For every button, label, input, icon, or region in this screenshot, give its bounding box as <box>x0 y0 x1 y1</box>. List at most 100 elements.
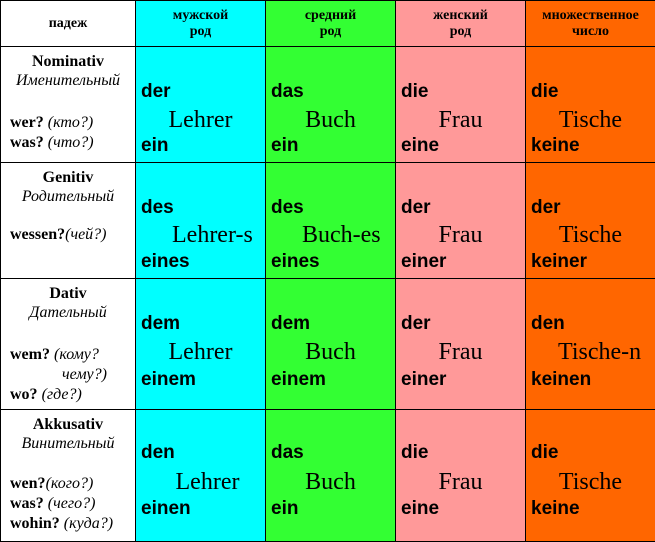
definite-article: die <box>401 442 428 464</box>
case-name-ru: Именительный <box>1 71 135 90</box>
definite-article: die <box>531 81 558 103</box>
question-list: wer? (кто?) was? (что?) <box>10 113 94 153</box>
cell-genitiv-masculine: des Lehrer-s eines <box>136 163 266 279</box>
cell-akkusativ-plural: die Tische keine <box>526 410 655 542</box>
header-case-label: падеж <box>49 16 88 31</box>
indefinite-article: ein <box>271 498 298 520</box>
cell-dativ-neuter: dem Buch einem <box>266 279 396 410</box>
definite-article: den <box>531 313 565 335</box>
definite-article: des <box>141 197 174 219</box>
noun: Lehrer <box>150 469 265 495</box>
case-row-dativ: Dativ Дательный wem? (кому? чему?) wo? (… <box>1 279 655 410</box>
cell-nominativ-plural: die Tische keine <box>526 47 655 163</box>
noun: Frau <box>396 107 525 133</box>
question: wessen?(чей?) <box>10 225 107 245</box>
definite-article: das <box>271 442 304 464</box>
definite-article: dem <box>271 313 310 335</box>
header-neuter-line1: средний <box>266 8 395 24</box>
cell-dativ-masculine: dem Lehrer einem <box>136 279 266 410</box>
case-cell-dativ: Dativ Дательный wem? (кому? чему?) wo? (… <box>1 279 136 410</box>
header-feminine-line1: женский <box>396 8 525 24</box>
cell-akkusativ-feminine: die Frau eine <box>396 410 526 542</box>
noun: Buch <box>266 469 395 495</box>
case-name-ru: Дательный <box>1 303 135 322</box>
noun: Buch <box>266 339 395 365</box>
question-list: wessen?(чей?) <box>10 225 107 245</box>
indefinite-article: eine <box>401 498 439 520</box>
cell-akkusativ-neuter: das Buch ein <box>266 410 396 542</box>
case-name: Dativ <box>1 285 135 303</box>
noun: Frau <box>396 339 525 365</box>
cell-genitiv-plural: der Tische keiner <box>526 163 655 279</box>
noun: Tische <box>526 469 655 495</box>
case-row-akkusativ: Akkusativ Винительный wen?(кого?) was? (… <box>1 410 655 542</box>
cell-nominativ-neuter: das Buch ein <box>266 47 396 163</box>
indefinite-article: keine <box>531 498 580 520</box>
header-case: падеж <box>1 1 136 47</box>
case-name: Akkusativ <box>1 416 135 434</box>
indefinite-article: ein <box>271 135 298 157</box>
cell-akkusativ-masculine: den Lehrer einen <box>136 410 266 542</box>
indefinite-article: eine <box>401 135 439 157</box>
definite-article: des <box>271 197 304 219</box>
question: was? (что?) <box>10 133 94 153</box>
indefinite-article: einem <box>271 369 326 391</box>
cell-nominativ-masculine: der Lehrer ein <box>136 47 266 163</box>
question: wohin? (куда?) <box>10 514 113 534</box>
indefinite-article: einem <box>141 369 196 391</box>
header-plural-line2: число <box>526 24 655 40</box>
cell-dativ-feminine: der Frau einer <box>396 279 526 410</box>
case-row-nominativ: Nominativ Именительный wer? (кто?) was? … <box>1 47 655 163</box>
noun: Tische <box>526 107 655 133</box>
cell-nominativ-feminine: die Frau eine <box>396 47 526 163</box>
cell-dativ-plural: den Tische-n keinen <box>526 279 655 410</box>
header-feminine-line2: род <box>396 24 525 40</box>
noun: Lehrer <box>136 107 265 133</box>
indefinite-article: keiner <box>531 251 587 273</box>
header-masculine-line1: мужской <box>136 8 265 24</box>
header-masculine-line2: род <box>136 24 265 40</box>
noun: Buch <box>266 107 395 133</box>
indefinite-article: eines <box>271 251 320 273</box>
definite-article: dem <box>141 313 180 335</box>
question: wen?(кого?) <box>10 474 113 494</box>
definite-article: der <box>141 81 171 103</box>
noun: Tische <box>526 222 655 248</box>
noun: Tische-n <box>558 339 655 365</box>
definite-article: der <box>401 197 431 219</box>
question-list: wem? (кому? чему?) wo? (где?) <box>10 345 107 405</box>
indefinite-article: einer <box>401 251 446 273</box>
cell-genitiv-feminine: der Frau einer <box>396 163 526 279</box>
case-name: Nominativ <box>1 53 135 71</box>
header-plural-line1: множественное <box>526 8 655 24</box>
indefinite-article: keinen <box>531 369 591 391</box>
indefinite-article: einer <box>401 369 446 391</box>
case-cell-akkusativ: Akkusativ Винительный wen?(кого?) was? (… <box>1 410 136 542</box>
question: wem? (кому? <box>10 345 107 365</box>
question-list: wen?(кого?) was? (чего?) wohin? (куда?) <box>10 474 113 534</box>
indefinite-article: eines <box>141 251 190 273</box>
case-cell-genitiv: Genitiv Родительный wessen?(чей?) <box>1 163 136 279</box>
indefinite-article: einen <box>141 498 191 520</box>
noun: Buch-es <box>302 222 395 248</box>
question: wo? (где?) <box>10 385 107 405</box>
case-row-genitiv: Genitiv Родительный wessen?(чей?) des Le… <box>1 163 655 279</box>
noun: Frau <box>396 222 525 248</box>
definite-article: den <box>141 442 175 464</box>
cell-genitiv-neuter: des Buch-es eines <box>266 163 396 279</box>
question: чему?) <box>10 365 107 385</box>
case-name: Genitiv <box>1 169 135 187</box>
case-name-ru: Родительный <box>1 187 135 206</box>
header-neuter-line2: род <box>266 24 395 40</box>
definite-article: die <box>531 442 558 464</box>
case-name-ru: Винительный <box>1 434 135 453</box>
definite-article: der <box>531 197 561 219</box>
noun: Lehrer-s <box>172 222 265 248</box>
case-cell-nominativ: Nominativ Именительный wer? (кто?) was? … <box>1 47 136 163</box>
question: wer? (кто?) <box>10 113 94 133</box>
